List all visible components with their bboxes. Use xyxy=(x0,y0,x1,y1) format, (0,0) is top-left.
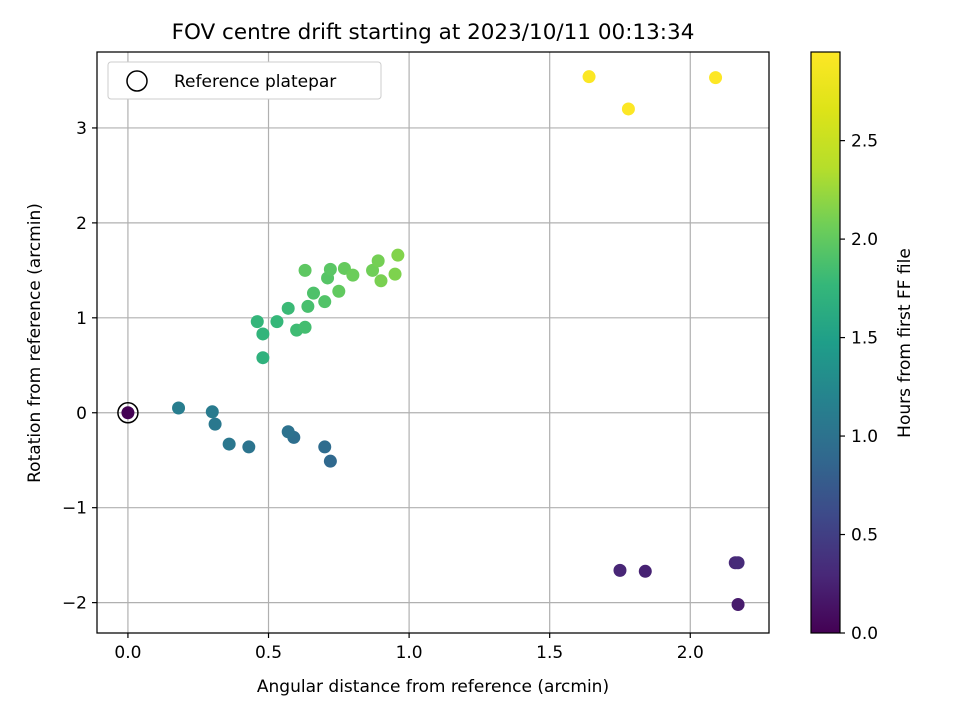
y-tick-label: 0 xyxy=(76,404,87,424)
x-axis-label: Angular distance from reference (arcmin) xyxy=(257,677,609,697)
colorbar: 0.0 0.5 1.0 1.5 2.0 2.5 Hours from first FF f… xyxy=(810,51,915,644)
data-point xyxy=(731,556,745,570)
y-tick-label: −2 xyxy=(62,594,87,614)
data-point xyxy=(621,102,635,116)
data-point xyxy=(208,417,222,431)
data-point xyxy=(709,71,723,85)
data-point xyxy=(582,70,596,84)
data-point xyxy=(371,254,385,268)
x-tick-label: 1.0 xyxy=(396,643,423,663)
legend: Reference platepar xyxy=(107,61,382,100)
data-point xyxy=(301,299,315,313)
data-point xyxy=(731,598,745,612)
data-point xyxy=(222,437,236,451)
data-point xyxy=(638,564,652,578)
data-point xyxy=(318,295,332,309)
data-point xyxy=(298,263,312,277)
data-point xyxy=(318,440,332,454)
data-point xyxy=(613,563,627,577)
colorbar-tick-label: 2.5 xyxy=(851,132,878,152)
colorbar-gradient xyxy=(810,51,841,634)
x-tick-label: 0.5 xyxy=(255,643,282,663)
y-tick-label: 2 xyxy=(76,214,87,234)
chart-title: FOV centre drift starting at 2023/10/11 … xyxy=(172,20,695,45)
plot-frame xyxy=(96,51,770,634)
x-tick-label: 0.0 xyxy=(114,643,141,663)
colorbar-ticks: 0.0 0.5 1.0 1.5 2.0 2.5 xyxy=(840,132,878,644)
data-point xyxy=(270,315,284,329)
data-point xyxy=(121,406,135,420)
y-tick-label: −1 xyxy=(62,499,87,519)
data-points xyxy=(117,70,745,612)
data-point xyxy=(250,315,264,329)
data-point xyxy=(281,425,295,439)
data-point xyxy=(374,274,388,288)
legend-box xyxy=(107,61,382,100)
data-point xyxy=(298,320,312,334)
colorbar-label: Hours from first FF file xyxy=(895,248,915,438)
colorbar-tick-label: 1.0 xyxy=(851,427,878,447)
data-point xyxy=(332,284,346,298)
data-point xyxy=(323,454,337,468)
data-point xyxy=(307,286,321,300)
colorbar-tick-label: 0.5 xyxy=(851,526,878,546)
reference-marker xyxy=(117,402,139,424)
legend-label: Reference platepar xyxy=(174,72,336,92)
legend-marker-icon xyxy=(126,70,148,92)
data-point xyxy=(346,268,360,282)
y-axis-ticks: −2 −1 0 1 2 3 xyxy=(62,119,97,614)
y-axis-label: Rotation from reference (arcmin) xyxy=(25,203,45,483)
data-point xyxy=(391,248,405,262)
grid xyxy=(97,52,769,633)
colorbar-tick-label: 0.0 xyxy=(851,624,878,644)
colorbar-tick-label: 1.5 xyxy=(851,329,878,349)
data-point xyxy=(388,267,402,281)
y-tick-label: 3 xyxy=(76,119,87,139)
data-point xyxy=(172,401,186,415)
data-point xyxy=(256,351,270,365)
data-point xyxy=(205,405,219,419)
x-tick-label: 2.0 xyxy=(677,643,704,663)
x-axis-ticks: 0.0 0.5 1.0 1.5 2.0 xyxy=(114,633,704,663)
y-tick-label: 1 xyxy=(76,309,87,329)
data-point xyxy=(323,262,337,276)
data-point xyxy=(366,263,380,277)
data-point xyxy=(281,301,295,315)
colorbar-tick-label: 2.0 xyxy=(851,230,878,250)
data-point xyxy=(256,327,270,341)
x-tick-label: 1.5 xyxy=(536,643,563,663)
data-point xyxy=(242,440,256,454)
